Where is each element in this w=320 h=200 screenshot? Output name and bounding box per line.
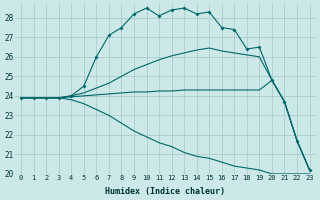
X-axis label: Humidex (Indice chaleur): Humidex (Indice chaleur) bbox=[105, 187, 225, 196]
